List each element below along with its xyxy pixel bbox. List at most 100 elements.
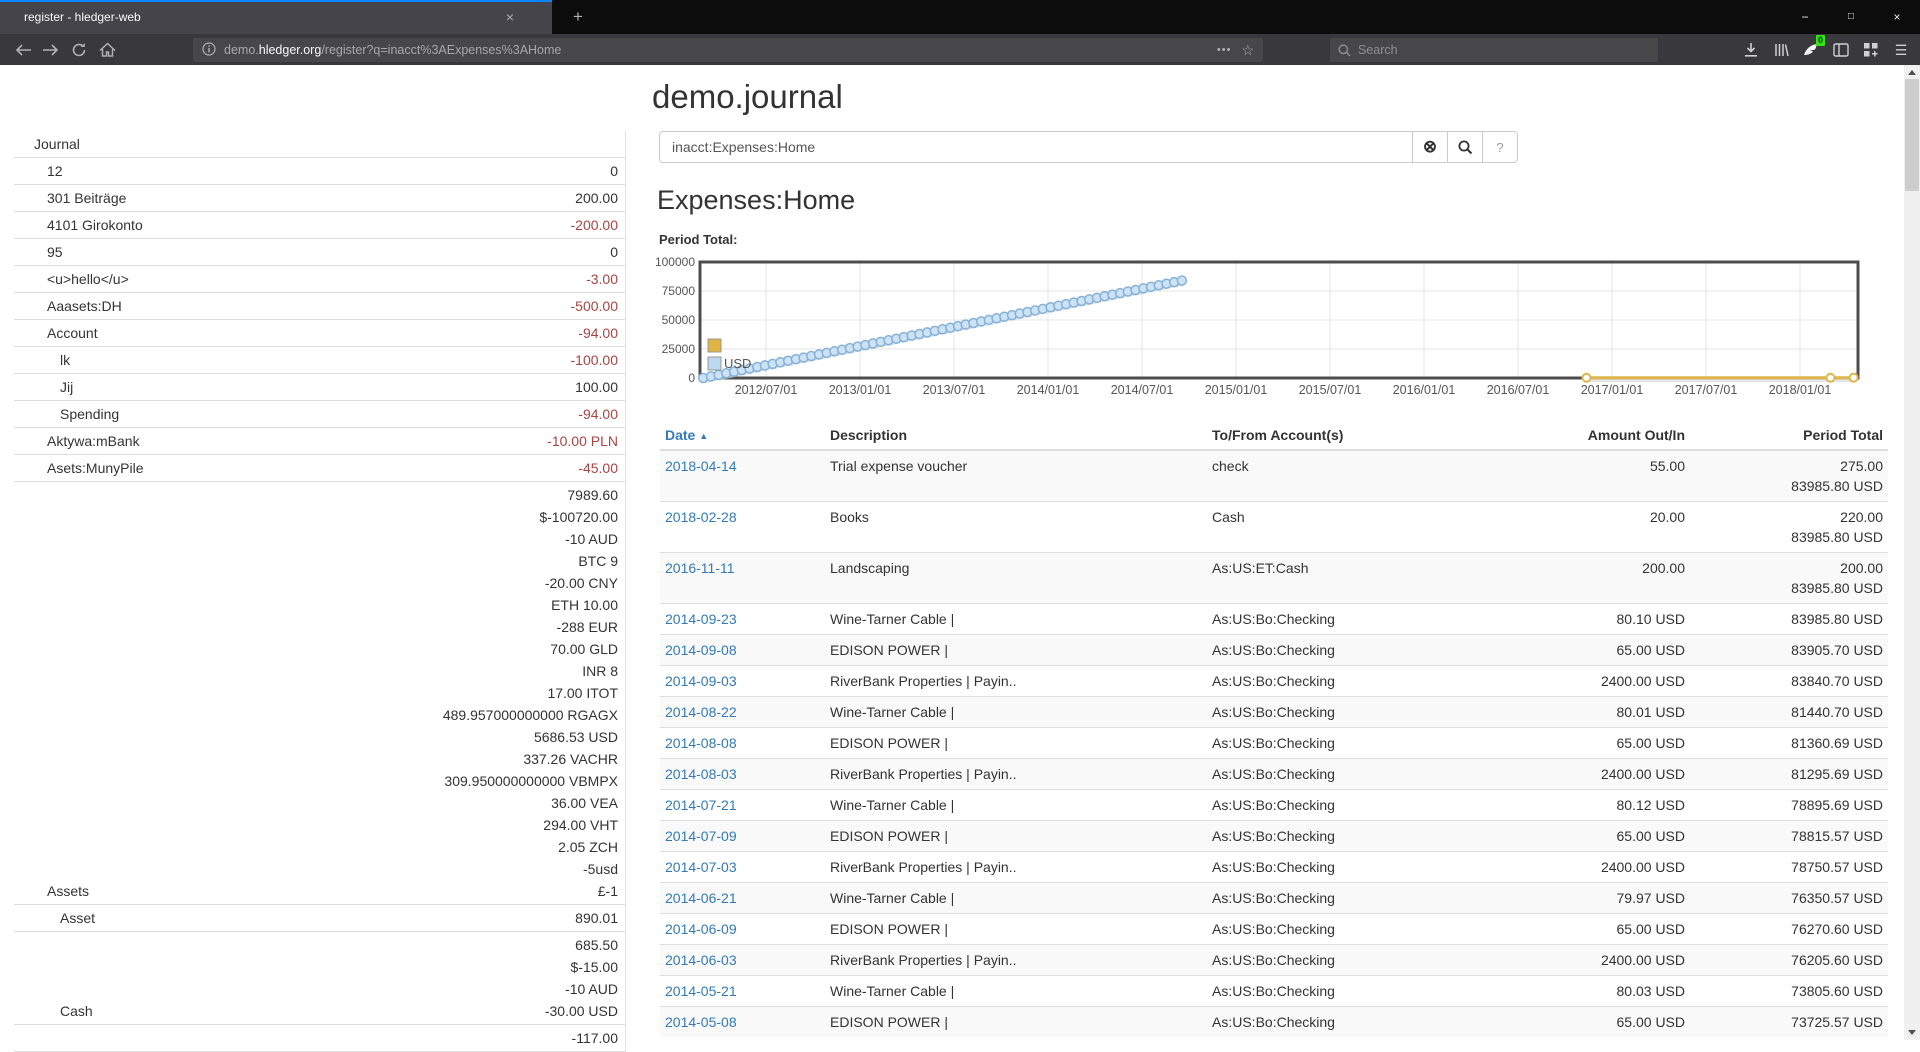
minimize-button[interactable]: − [1801,10,1809,24]
register-row[interactable]: 2014-05-08 EDISON POWER | As:US:Bo:Checkin… [660,1006,1888,1037]
account-link[interactable]: 95 [47,244,63,260]
date-link[interactable]: 2014-09-08 [665,642,737,658]
browser-search-field[interactable]: Search [1330,38,1658,62]
date-link[interactable]: 2018-02-28 [665,509,737,525]
description-cell: Books [825,501,1207,553]
x-tick-label: 2017/01/01 [1581,383,1644,397]
register-row[interactable]: 2014-08-03 RiverBank Properties | Payin..… [660,758,1888,790]
home-icon[interactable] [94,37,120,63]
browser-tab-bar: register - hledger-web × + − □ × [0,0,1920,34]
url-path: /register?q=inacct%3AExpenses%3AHome [321,43,562,57]
clear-query-button[interactable]: ⊗ [1412,131,1448,163]
query-input[interactable] [659,131,1413,163]
x-tick-label: 2015/01/01 [1205,383,1268,397]
account-link[interactable]: 12 [47,163,63,179]
scroll-up-icon[interactable] [1908,70,1916,75]
account-link[interactable]: <u>hello</u> [47,271,129,287]
page-actions-icon[interactable]: ••• [1216,44,1232,56]
tab-close-icon[interactable]: × [505,9,514,25]
register-row[interactable]: 2018-02-28 Books Cash 20.00 220.00 83985.80 U… [660,501,1888,553]
account-link[interactable]: Journal [34,136,80,152]
date-link[interactable]: 2014-06-03 [665,952,737,968]
account-link[interactable]: Account [47,325,98,341]
date-link[interactable]: 2014-08-03 [665,766,737,782]
browser-tab[interactable]: register - hledger-web × [0,0,552,34]
date-link[interactable]: 2014-07-03 [665,859,737,875]
date-link[interactable]: 2014-07-09 [665,828,737,844]
date-link[interactable]: 2014-08-08 [665,735,737,751]
x-tick-label: 2013/07/01 [923,383,986,397]
date-link[interactable]: 2014-06-21 [665,890,737,906]
date-link[interactable]: 2014-07-21 [665,797,737,813]
library-icon[interactable] [1766,37,1796,63]
help-button[interactable]: ? [1482,131,1518,163]
page-title: demo.journal [652,78,843,115]
account-balance: -500.00 [267,292,626,320]
reload-icon[interactable] [66,37,92,63]
register-row[interactable]: 2014-08-22 Wine-Tarner Cable | As:US:Bo:Ch… [660,696,1888,728]
period-total-chart[interactable]: 2012/07/01 2013/01/01 2013/07/01 2014/01/01… [655,253,1870,413]
amount-cell: 20.00 [1502,501,1690,553]
period-total-cell: 78895.69 USD [1690,789,1888,821]
account-link[interactable]: Asset [60,910,96,926]
menu-icon[interactable]: ☰ [1894,41,1908,58]
date-link[interactable]: 2014-08-22 [665,704,737,720]
account-row: 12 0 [14,157,626,185]
date-link[interactable]: 2014-05-08 [665,1014,737,1030]
account-link[interactable]: lk [60,352,71,368]
new-tab-button[interactable]: + [573,7,583,26]
date-link[interactable]: 2014-09-03 [665,673,737,689]
register-row[interactable]: 2014-07-21 Wine-Tarner Cable | As:US:Bo:Ch… [660,789,1888,821]
register-row[interactable]: 2014-05-21 Wine-Tarner Cable | As:US:Bo:Ch… [660,975,1888,1007]
scrollbar-thumb[interactable] [1905,79,1919,191]
bookmark-star-icon[interactable]: ☆ [1241,41,1254,58]
back-icon[interactable] [10,37,36,63]
x-tick-label: 2017/07/01 [1675,383,1738,397]
help-label: ? [1496,139,1504,155]
account-link[interactable]: Aktywa:mBank [47,433,140,449]
account-link[interactable]: Aaasets:DH [47,298,122,314]
register-row[interactable]: 2014-07-03 RiverBank Properties | Payin..… [660,851,1888,883]
register-row[interactable]: 2014-08-08 EDISON POWER | As:US:Bo:Checkin… [660,727,1888,759]
register-row[interactable]: 2014-06-21 Wine-Tarner Cable | As:US:Bo:Ch… [660,882,1888,914]
date-link[interactable]: 2014-09-23 [665,611,737,627]
account-link[interactable]: 4101 Girokonto [47,217,143,233]
download-icon[interactable] [1736,37,1766,63]
tab-title: register - hledger-web [24,10,141,24]
register-row[interactable]: 2014-06-09 EDISON POWER | As:US:Bo:Checkin… [660,913,1888,945]
date-link[interactable]: 2018-04-14 [665,458,737,474]
account-link[interactable] [14,1030,60,1046]
close-window-button[interactable]: × [1893,10,1901,24]
account-link[interactable]: Cash [60,1003,93,1019]
maximize-button[interactable]: □ [1847,11,1855,22]
account-balance: 0 [267,157,626,185]
account-link[interactable]: Jij [60,379,74,395]
date-link[interactable]: 2014-05-21 [665,983,737,999]
account-link[interactable]: 301 Beiträge [47,190,127,206]
scroll-down-icon[interactable] [1908,1030,1916,1035]
account-link[interactable]: Assets [47,883,90,899]
register-row[interactable]: 2014-09-03 RiverBank Properties | Payin..… [660,665,1888,697]
col-date[interactable]: Date ▲ [660,421,825,451]
date-link[interactable]: 2014-06-09 [665,921,737,937]
page-scrollbar[interactable] [1904,65,1920,1040]
apps-grid-icon[interactable] [1856,37,1886,63]
site-info-icon[interactable] [202,41,216,59]
forward-icon[interactable] [38,37,64,63]
date-link[interactable]: 2016-11-11 [665,560,735,576]
register-row[interactable]: 2014-06-03 RiverBank Properties | Payin..… [660,944,1888,976]
register-row[interactable]: 2014-09-08 EDISON POWER | As:US:Bo:Checkin… [660,634,1888,666]
register-row[interactable]: 2014-07-09 EDISON POWER | As:US:Bo:Checkin… [660,820,1888,852]
register-row[interactable]: 2016-11-11 Landscaping As:US:ET:Cash 200.00… [660,552,1888,604]
sidebar-toggle-icon[interactable] [1826,37,1856,63]
col-amount: Amount Out/In [1502,421,1690,451]
account-row: Asets:MunyPile -45.00 [14,454,626,482]
extension-icon[interactable]: 0 [1796,35,1826,63]
url-bar[interactable]: demo. hledger.org/register?q=inacct%3AExp… [193,38,1263,62]
account-link[interactable]: Spending [60,406,120,422]
search-button[interactable] [1447,131,1483,163]
search-icon [1338,43,1351,56]
register-row[interactable]: 2014-09-23 Wine-Tarner Cable | As:US:Bo:Ch… [660,603,1888,635]
register-row[interactable]: 2018-04-14 Trial expense voucher check 55.0… [660,449,1888,502]
account-link[interactable]: Asets:MunyPile [47,460,144,476]
